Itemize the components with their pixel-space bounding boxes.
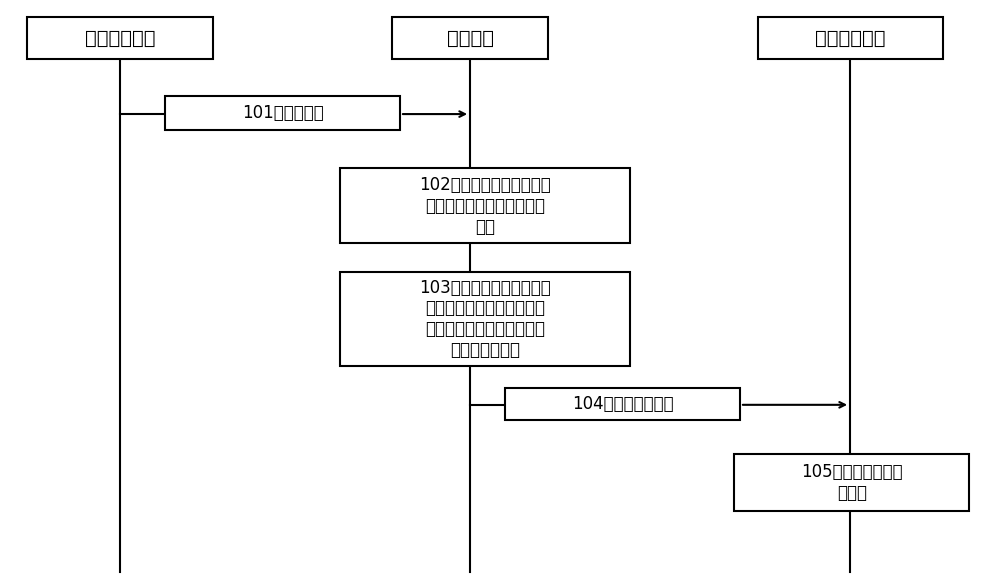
Bar (340, 272, 630, 366)
Text: 101、发送信号: 101、发送信号 (242, 104, 323, 122)
Text: 104、发送开锁指令: 104、发送开锁指令 (572, 395, 673, 413)
Text: 蓝牙定位基站: 蓝牙定位基站 (85, 29, 155, 47)
Bar (27, 17, 212, 59)
Bar (758, 17, 942, 59)
Text: 105、响应于开锁指
令开锁: 105、响应于开锁指 令开锁 (801, 463, 903, 502)
Text: 移动终端: 移动终端 (446, 29, 494, 47)
Text: 103、基于对多个蓝牙定位
基站发送的信号的接收信号
强度，从多个智能门锁中确
定目标智能门锁: 103、基于对多个蓝牙定位 基站发送的信号的接收信号 强度，从多个智能门锁中确 … (419, 278, 551, 359)
Bar (340, 168, 630, 243)
Bar (165, 96, 400, 130)
Bar (505, 388, 740, 420)
Bar (392, 17, 548, 59)
Text: 102、检测对多个蓝牙定位
基站发送的信号的接收信号
强度: 102、检测对多个蓝牙定位 基站发送的信号的接收信号 强度 (419, 176, 551, 236)
Text: 目标智能门锁: 目标智能门锁 (815, 29, 885, 47)
Bar (734, 454, 969, 511)
